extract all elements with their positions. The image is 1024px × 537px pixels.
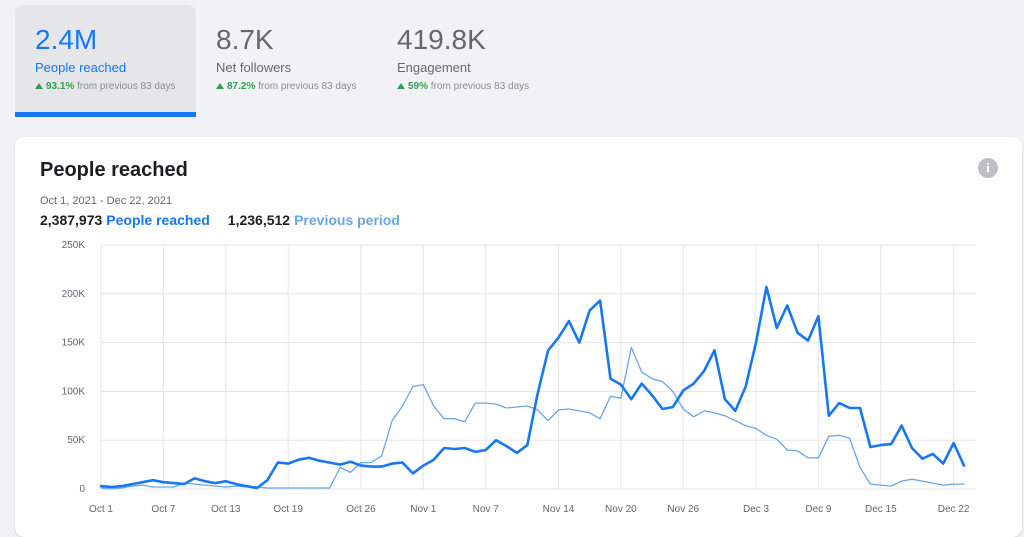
metric-change-text: from previous 83 days	[430, 81, 530, 92]
metric-tab-net-followers[interactable]: 8.7K Net followers 87.2% from previous 8…	[196, 5, 376, 117]
metric-tabs: 2.4M People reached 93.1% from previous …	[0, 0, 1024, 120]
x-tick-label: Oct 26	[346, 504, 376, 515]
x-tick-label: Nov 14	[543, 504, 575, 515]
metric-change: 87.2% from previous 83 days	[216, 81, 376, 92]
metric-tab-people-reached[interactable]: 2.4M People reached 93.1% from previous …	[15, 5, 196, 117]
y-tick-label: 100K	[62, 386, 86, 397]
metric-change-pct: 59%	[408, 81, 429, 92]
x-tick-label: Nov 7	[473, 504, 500, 515]
x-tick-label: Oct 7	[151, 504, 175, 515]
x-tick-label: Dec 22	[938, 504, 970, 515]
metric-change-pct: 87.2%	[227, 81, 256, 92]
x-tick-label: Oct 19	[273, 504, 303, 515]
y-tick-label: 0	[79, 484, 85, 495]
x-tick-label: Nov 26	[667, 504, 699, 515]
metric-value: 2.4M	[35, 24, 98, 55]
people-reached-card: People reached i Oct 1, 2021 - Dec 22, 2…	[15, 137, 1022, 537]
metric-value: 419.8K	[397, 24, 486, 55]
metric-change: 59% from previous 83 days	[397, 81, 567, 92]
x-tick-label: Nov 20	[605, 504, 637, 515]
y-tick-label: 200K	[62, 289, 86, 300]
previous-total: 1,236,512	[227, 212, 291, 228]
x-tick-label: Oct 1	[89, 504, 113, 515]
metric-change-text: from previous 83 days	[258, 81, 357, 92]
totals-legend: 2,387,973 People reached 1,236,512 Previous…	[40, 212, 400, 228]
arrow-up-icon	[35, 83, 43, 89]
previous-legend-label: Previous period	[294, 212, 400, 228]
x-tick-label: Dec 3	[743, 504, 770, 515]
metric-label: Engagement	[397, 60, 471, 75]
x-tick-label: Dec 9	[805, 504, 832, 515]
x-tick-label: Nov 1	[410, 504, 437, 515]
date-range: Oct 1, 2021 - Dec 22, 2021	[40, 195, 173, 207]
metric-change-pct: 93.1%	[46, 81, 75, 92]
people-reached-line-chart: 0 50K 100K 150K 200K 250K Oct 1 Oct 7 Oct 13 Oct …	[62, 240, 976, 515]
card-title: People reached	[40, 159, 188, 181]
arrow-up-icon	[216, 83, 224, 89]
metric-change: 93.1% from previous 83 days	[35, 81, 196, 92]
y-tick-label: 50K	[67, 435, 85, 446]
metric-label: People reached	[35, 60, 127, 75]
metric-value: 8.7K	[216, 24, 274, 55]
arrow-up-icon	[397, 83, 405, 89]
x-tick-label: Dec 15	[865, 504, 897, 515]
metric-tab-engagement[interactable]: 419.8K Engagement 59% from previous 83 d…	[377, 5, 567, 117]
current-legend-label: People reached	[106, 212, 210, 228]
metric-label: Net followers	[216, 60, 292, 75]
metric-change-text: from previous 83 days	[77, 81, 176, 92]
current-total: 2,387,973	[40, 212, 103, 228]
y-tick-label: 250K	[62, 240, 86, 251]
x-tick-label: Oct 13	[211, 504, 241, 515]
people-reached-line	[99, 285, 966, 490]
info-icon[interactable]: i	[978, 158, 998, 178]
y-tick-label: 150K	[62, 338, 86, 349]
